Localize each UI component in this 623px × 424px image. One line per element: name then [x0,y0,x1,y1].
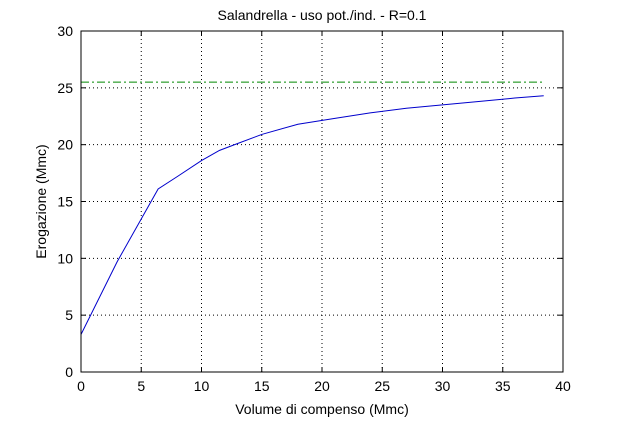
series-line-1 [80,95,544,335]
x-tick-label: 0 [77,378,85,394]
x-axis-label: Volume di compenso (Mmc) [235,401,409,417]
x-tick-label: 25 [374,378,390,394]
x-tick-label: 40 [555,378,571,394]
y-tick-label: 0 [65,364,73,380]
series-layer [80,81,544,335]
y-axis-label: Erogazione (Mmc) [33,144,49,258]
ticks: 0 5 10 15 20 25 30 35 40 0 5 10 15 20 25 30 [57,23,571,394]
x-tick-label: 30 [435,378,451,394]
x-tick-label: 35 [495,378,511,394]
y-tick-label: 30 [57,23,73,39]
y-tick-label: 10 [57,250,73,266]
grid [81,31,563,372]
y-tick-label: 5 [65,307,73,323]
x-tick-label: 20 [314,378,330,394]
x-tick-label: 10 [194,378,210,394]
chart-title: Salandrella - uso pot./ind. - R=0.1 [218,7,427,23]
y-tick-label: 15 [57,194,73,210]
x-tick-label: 5 [137,378,145,394]
y-tick-label: 25 [57,80,73,96]
y-tick-label: 20 [57,137,73,153]
x-tick-label: 15 [254,378,270,394]
